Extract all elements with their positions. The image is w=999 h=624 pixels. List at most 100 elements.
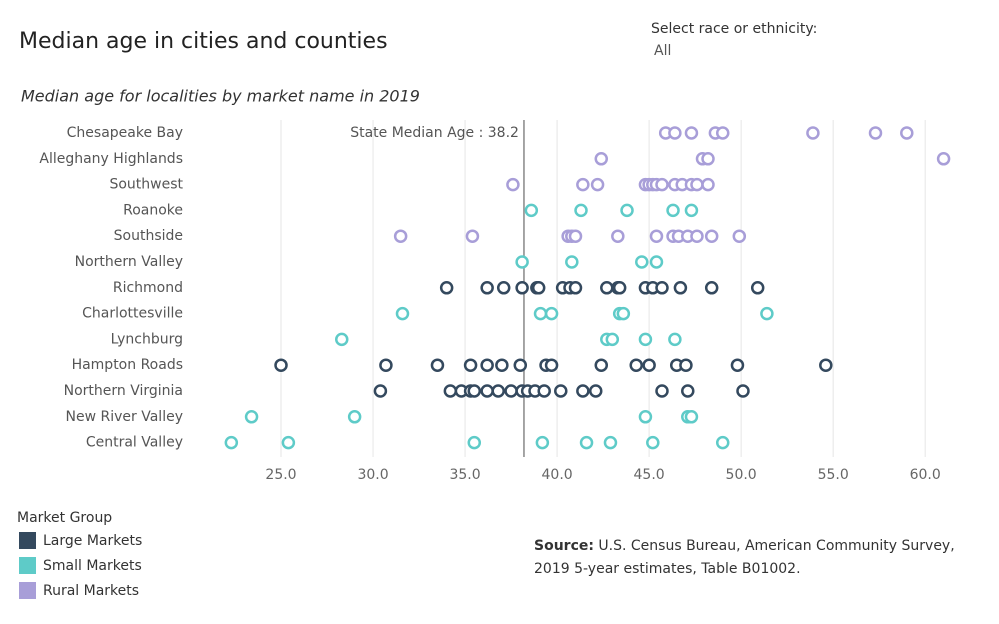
dot <box>491 384 505 398</box>
dot <box>467 384 482 398</box>
dot <box>668 332 682 347</box>
category-label: Hampton Roads <box>72 357 183 373</box>
dot <box>480 358 494 372</box>
chart-title: Median age in cities and counties <box>19 29 388 54</box>
dot <box>496 281 511 295</box>
dot <box>495 358 509 372</box>
dot <box>638 332 653 347</box>
dot <box>513 358 528 372</box>
dot <box>594 152 609 166</box>
chart-subtitle: Median age for localities by market name… <box>21 87 420 106</box>
dot <box>649 229 664 243</box>
category-label: Roanoke <box>123 202 183 218</box>
dot <box>760 306 774 321</box>
dot <box>465 229 480 243</box>
legend-label[interactable]: Small Markets <box>43 558 142 574</box>
x-tick-label: 35.0 <box>449 467 480 483</box>
dot <box>673 281 688 295</box>
dot <box>704 281 719 295</box>
dot <box>579 435 594 450</box>
x-tick-label: 55.0 <box>818 467 849 483</box>
dot <box>684 410 699 424</box>
dot <box>347 410 362 424</box>
dot <box>467 435 482 450</box>
legend-title: Market Group <box>17 510 112 526</box>
dot <box>568 229 583 243</box>
dot <box>620 203 634 218</box>
dot <box>463 358 478 372</box>
x-tick-label: 40.0 <box>542 467 573 483</box>
dot <box>715 435 730 450</box>
dot <box>666 203 680 218</box>
dot <box>554 384 568 398</box>
dot <box>544 306 559 321</box>
dot <box>701 177 715 192</box>
category-label: Charlottesville <box>82 306 183 322</box>
reference-label: State Median Age : 38.2 <box>350 125 519 141</box>
dot <box>690 229 704 243</box>
dot <box>430 358 445 372</box>
x-tick-label: 30.0 <box>357 467 388 483</box>
dot <box>704 229 719 243</box>
dot <box>379 358 393 372</box>
dot <box>679 358 693 372</box>
dot <box>576 384 590 398</box>
legend-swatch[interactable] <box>19 532 36 549</box>
source-label: Source: <box>534 538 594 554</box>
category-label: Southside <box>114 228 183 244</box>
legend-label[interactable]: Rural Markets <box>43 583 139 599</box>
dot <box>868 126 883 140</box>
legend-swatch[interactable] <box>19 557 36 574</box>
dot <box>373 384 388 398</box>
filter-value[interactable]: All <box>654 43 671 59</box>
dot <box>715 126 730 140</box>
dot <box>611 229 625 243</box>
x-tick-label: 60.0 <box>910 467 941 483</box>
category-label: Lynchburg <box>111 331 183 347</box>
dot <box>635 255 649 269</box>
dot <box>655 384 669 398</box>
dot <box>480 384 494 398</box>
dot <box>616 306 631 321</box>
dot <box>668 126 682 140</box>
legend-swatch[interactable] <box>19 582 36 599</box>
x-tick-label: 45.0 <box>634 467 665 483</box>
dot <box>533 306 548 321</box>
dot <box>900 126 914 140</box>
dot <box>936 152 951 166</box>
dot <box>574 203 588 218</box>
dot <box>515 255 529 269</box>
source-text: U.S. Census Bureau, American Community S… <box>534 538 955 577</box>
dot <box>684 126 699 140</box>
dot <box>806 126 820 140</box>
category-label: Alleghany Highlands <box>39 151 183 167</box>
filter-label: Select race or ethnicity: <box>651 21 817 37</box>
dot <box>504 384 518 398</box>
dot <box>612 281 627 295</box>
dot <box>684 203 699 218</box>
dot <box>335 332 349 347</box>
dot <box>535 435 550 450</box>
dot <box>690 177 704 192</box>
dot <box>537 384 551 398</box>
dot <box>590 177 605 192</box>
dot <box>649 255 664 269</box>
legend-label[interactable]: Large Markets <box>43 533 142 549</box>
dot <box>506 177 520 192</box>
dot <box>638 410 653 424</box>
dot <box>443 384 458 398</box>
dot <box>736 384 750 398</box>
dot <box>655 281 669 295</box>
dot <box>732 229 747 243</box>
category-label: New River Valley <box>66 409 183 425</box>
dot <box>646 435 660 450</box>
dot <box>480 281 494 295</box>
dot <box>588 384 603 398</box>
category-label: Southwest <box>109 177 183 193</box>
dot <box>605 332 620 347</box>
dot <box>629 358 643 372</box>
category-label: Northern Virginia <box>64 383 183 399</box>
dot <box>600 281 614 295</box>
dot <box>544 358 559 372</box>
dot <box>395 306 410 321</box>
